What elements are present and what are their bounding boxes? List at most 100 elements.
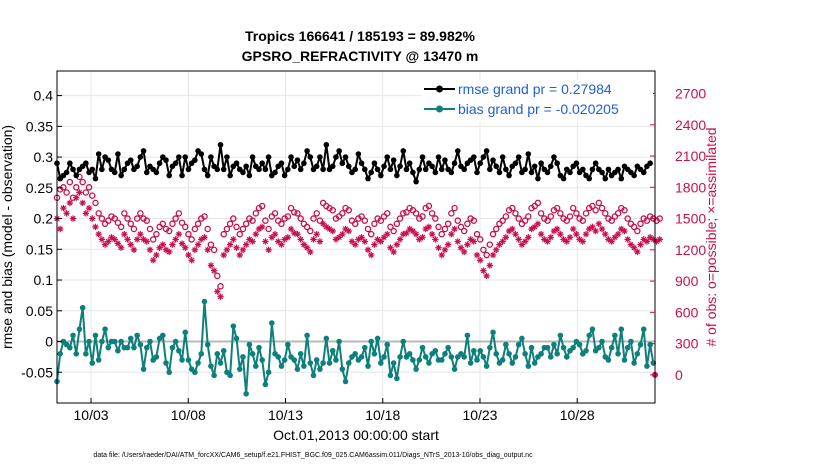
y-right-tick-label: 0 (675, 367, 683, 383)
obs-possible-point (464, 220, 471, 228)
rmse-point (435, 154, 442, 160)
rmse-point (515, 154, 522, 160)
bias-point (339, 366, 346, 372)
obs-assimilated-point (201, 234, 208, 241)
bias-point (182, 329, 189, 336)
bias-point (394, 375, 400, 382)
bias-point (336, 338, 342, 345)
obs-possible-point (400, 210, 407, 217)
rmse-point (288, 154, 294, 160)
bias-point (99, 338, 105, 345)
rmse-point (95, 151, 102, 157)
obs-possible-point (608, 217, 615, 224)
rmse-point (291, 163, 298, 170)
bias-point (294, 366, 301, 372)
bias-point (301, 363, 307, 369)
rmse-point (580, 166, 586, 173)
bias-point (307, 360, 314, 366)
obs-assimilated-point (557, 230, 564, 238)
bias-point (70, 332, 76, 339)
obs-assimilated-point (114, 240, 122, 247)
obs-assimilated-point (287, 225, 295, 233)
obs-assimilated-point (563, 238, 570, 245)
obs-possible-point (403, 209, 410, 216)
legend-rmse-label: rmse grand pr = 0.27984 (458, 81, 612, 97)
obs-assimilated-point (207, 262, 215, 269)
obs-possible-point (101, 220, 109, 228)
rmse-point (262, 166, 269, 173)
obs-assimilated-point (182, 244, 189, 251)
bias-point (522, 351, 528, 357)
obs-assimilated-point (425, 223, 433, 231)
obs-assimilated-point (339, 230, 346, 238)
obs-assimilated-point (608, 238, 615, 245)
rmse-point (317, 154, 323, 160)
obs-possible-point (178, 219, 186, 226)
rmse-point (647, 160, 653, 167)
obs-assimilated-point (351, 241, 359, 248)
y-axis-left-label: rmse and bias (model - observation) (0, 125, 15, 349)
rmse-point (259, 160, 265, 167)
obs-assimilated-point (592, 227, 599, 235)
obs-assimilated-point (278, 241, 285, 248)
obs-possible-point (278, 220, 285, 228)
obs-assimilated-point (249, 238, 256, 245)
obs-possible-point (185, 230, 192, 238)
y-left-tick-label: 0 (45, 334, 53, 350)
obs-assimilated-point (544, 238, 551, 245)
y-left-tick-label: 0.35 (26, 118, 53, 134)
bias-point (230, 323, 237, 329)
bias-point (644, 363, 650, 369)
chart-subtitle: GPSRO_REFRACTIVITY @ 13470 m (242, 48, 479, 64)
rmse-point (67, 160, 73, 167)
rmse-point (304, 148, 310, 154)
rmse-point (118, 172, 124, 179)
bias-point (198, 351, 205, 357)
rmse-point (432, 169, 439, 176)
rmse-point (285, 166, 291, 173)
bias-point (73, 351, 80, 357)
obs-assimilated-point (98, 236, 106, 243)
obs-possible-point (428, 210, 436, 217)
rmse-point (272, 169, 278, 176)
obs-possible-point (393, 220, 401, 228)
obs-assimilated-point (82, 210, 90, 217)
bias-point (192, 369, 198, 376)
bias-point (512, 354, 519, 360)
obs-possible-point (480, 246, 487, 254)
obs-possible-point (441, 225, 449, 233)
bias-point (236, 366, 243, 372)
rmse-point (503, 166, 509, 173)
obs-assimilated-point (294, 230, 301, 238)
rmse-point (224, 154, 230, 160)
y-right-tick-label: 1500 (675, 211, 706, 227)
obs-possible-point (153, 230, 160, 238)
rmse-point (127, 157, 134, 163)
rmse-point (339, 160, 346, 167)
bias-point (570, 344, 576, 351)
rmse-point (137, 154, 144, 160)
obs-possible-point (361, 217, 369, 224)
obs-possible-point (226, 220, 234, 228)
obs-assimilated-point (239, 246, 247, 254)
obs-assimilated-point (569, 225, 577, 233)
obs-assimilated-point (57, 225, 64, 233)
obs-possible-point (60, 184, 67, 191)
obs-assimilated-point (210, 267, 218, 274)
rmse-point (83, 160, 89, 167)
y-right-tick-label: 900 (675, 273, 699, 289)
bias-point (249, 351, 256, 357)
obs-possible-point (351, 220, 359, 228)
rmse-point (220, 166, 227, 173)
bias-point (95, 357, 102, 363)
bias-point (285, 341, 291, 348)
rmse-point (70, 166, 76, 173)
footer-data-file: data file: /Users/raeder/DAI/ATM_forcXX/… (93, 452, 533, 459)
obs-assimilated-point (297, 236, 304, 243)
obs-possible-point (191, 225, 199, 233)
obs-assimilated-point (79, 199, 86, 207)
obs-possible-point (95, 210, 102, 217)
rmse-point (355, 151, 362, 157)
rmse-point (378, 172, 384, 179)
obs-possible-point (643, 217, 651, 224)
